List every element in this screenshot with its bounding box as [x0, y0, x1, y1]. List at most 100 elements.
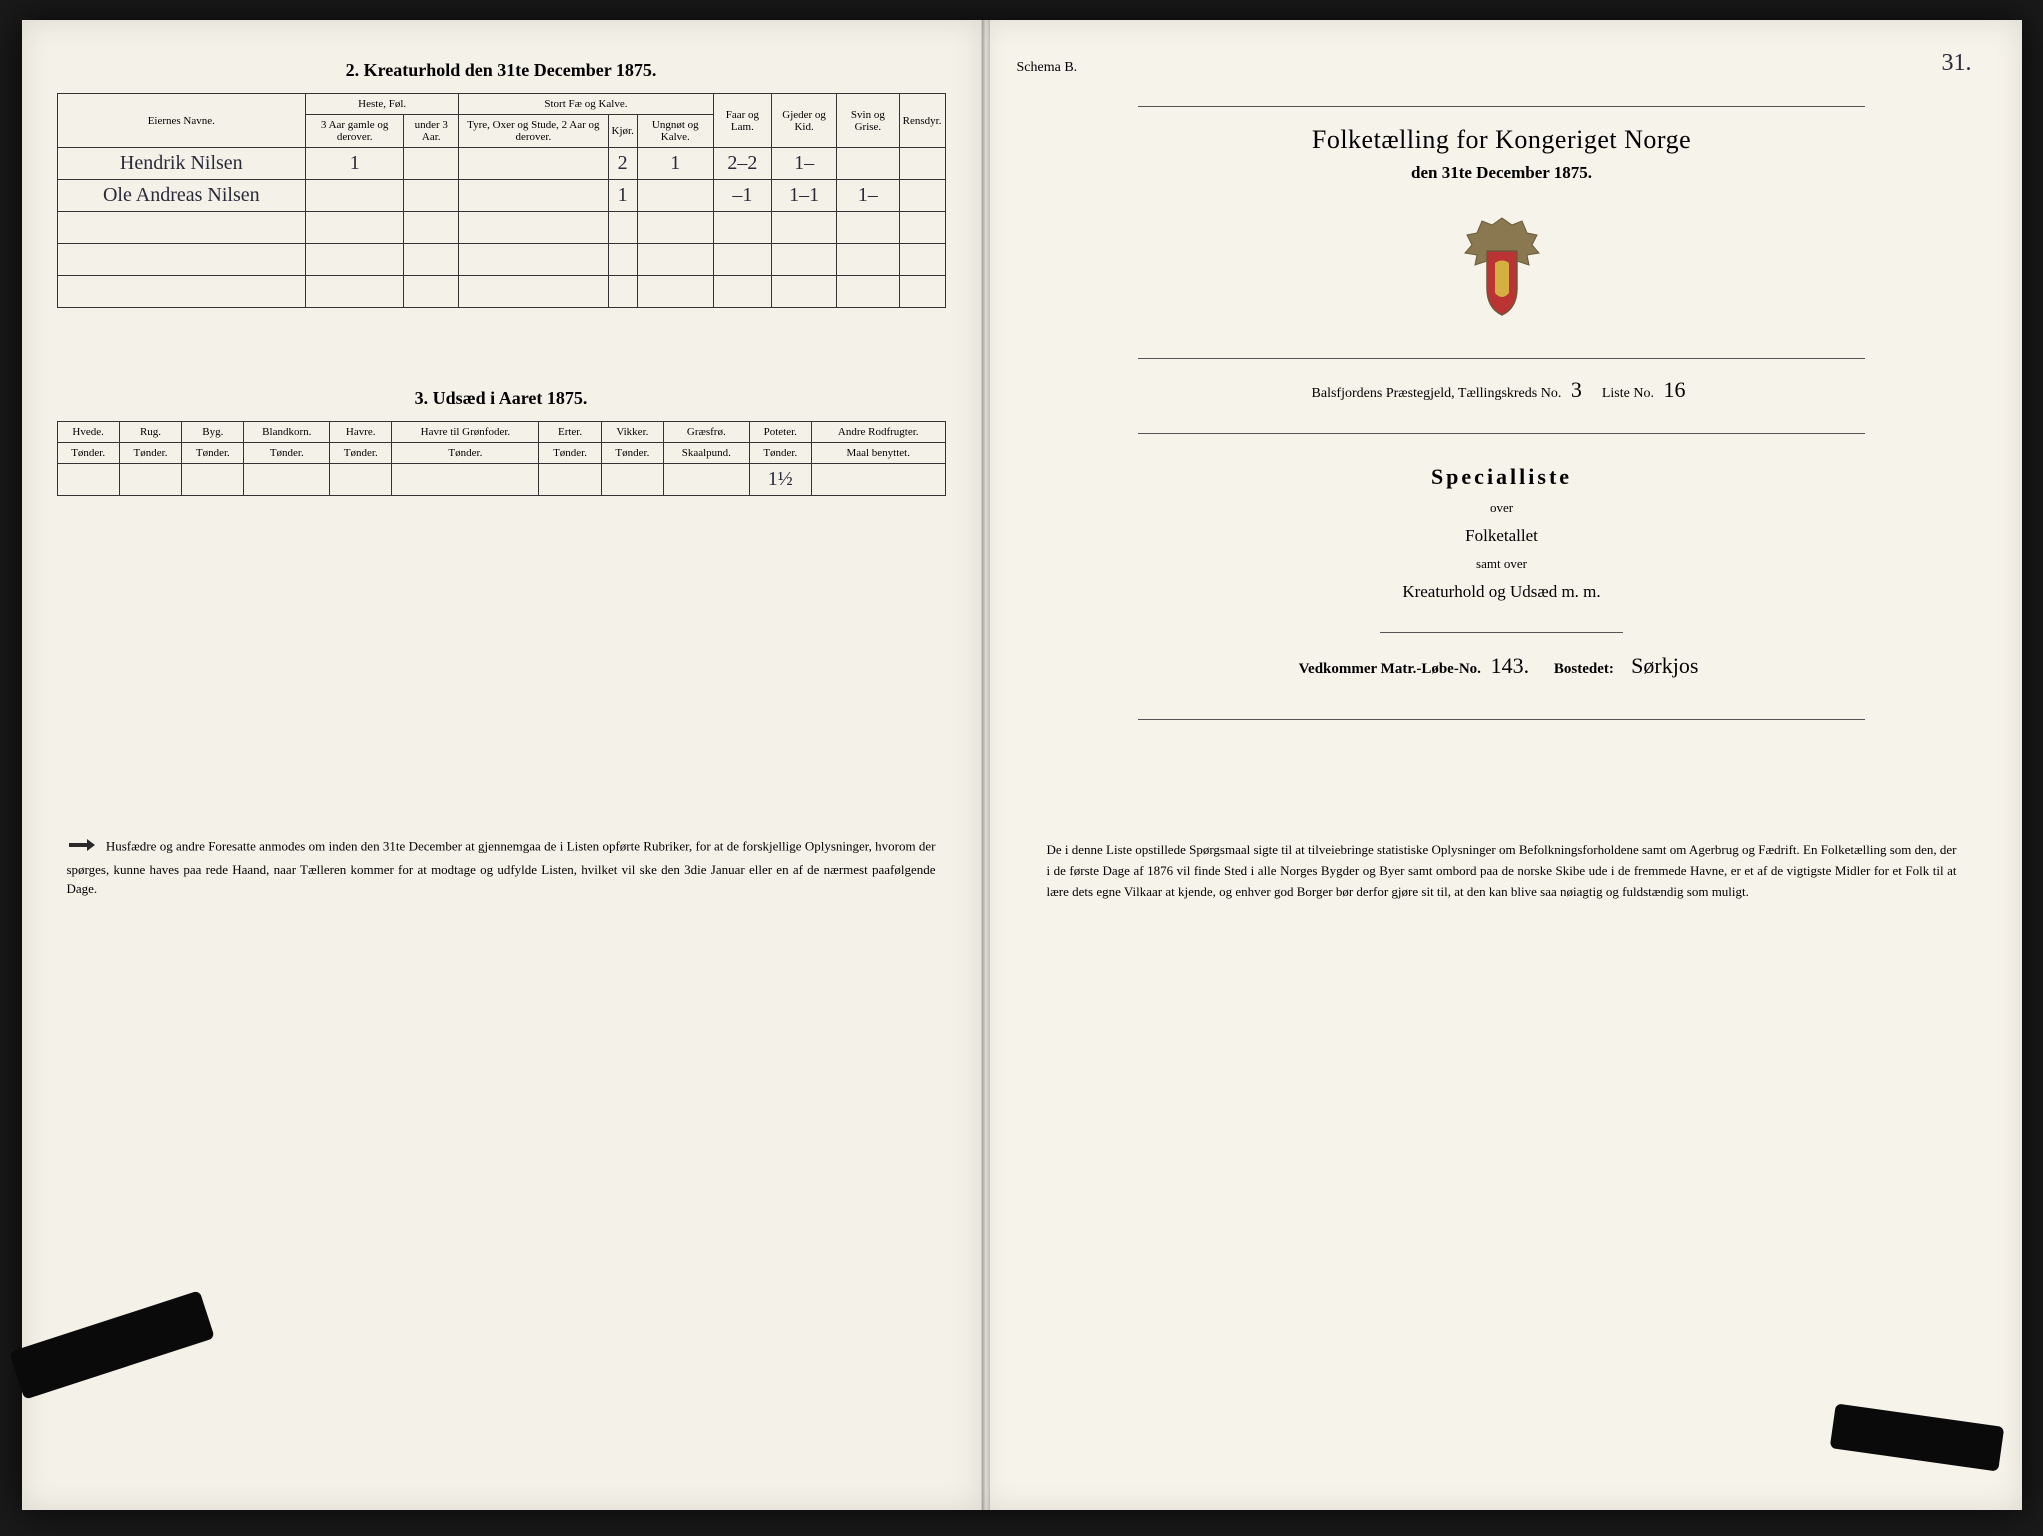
coat-of-arms-icon [1017, 213, 1987, 328]
right-page: 31. Schema B. Folketælling for Kongerige… [982, 20, 2022, 1510]
divider [1138, 106, 1866, 107]
table-row [57, 212, 945, 244]
section3-title: 3. Udsæd i Aaret 1875. [57, 388, 946, 409]
section2-title: 2. Kreaturhold den 31te December 1875. [57, 60, 946, 81]
cell: 1 [306, 148, 404, 180]
liste-label: Liste No. [1602, 386, 1654, 401]
book-spread: 2. Kreaturhold den 31te December 1875. E… [22, 20, 2022, 1510]
col-owner: Eiernes Navne. [57, 94, 306, 148]
col: Poteter. [749, 422, 811, 443]
unit: Tønder. [330, 443, 392, 464]
divider [1138, 433, 1866, 434]
cell [306, 180, 404, 212]
cell [119, 464, 181, 496]
col: Vikker. [601, 422, 663, 443]
unit: Tønder. [601, 443, 663, 464]
table-row [57, 276, 945, 308]
cell [404, 148, 459, 180]
clip-object [9, 1290, 215, 1399]
cell [637, 180, 713, 212]
cell [601, 464, 663, 496]
liste-no: 16 [1657, 377, 1691, 402]
col: Havre til Grønfoder. [392, 422, 539, 443]
kreaturhold-table: Eiernes Navne. Heste, Føl. Stort Fæ og K… [57, 93, 946, 308]
table-row: Ole Andreas Nilsen 1 –1 1–1 1– [57, 180, 945, 212]
matr-label: Vedkommer Matr.-Løbe-No. [1299, 661, 1481, 677]
cell [57, 464, 119, 496]
cell [244, 464, 330, 496]
cell: 1–1 [772, 180, 837, 212]
over-label: over [1017, 500, 1987, 516]
col: Havre. [330, 422, 392, 443]
col-group-stort: Stort Fæ og Kalve. [459, 94, 714, 115]
unit: Tønder. [182, 443, 244, 464]
cell [837, 148, 899, 180]
table-row: Hendrik Nilsen 1 2 1 2–2 1– [57, 148, 945, 180]
cell: 1– [772, 148, 837, 180]
unit: Maal benyttet. [811, 443, 945, 464]
unit: Tønder. [244, 443, 330, 464]
col-faar: Faar og Lam. [713, 94, 771, 148]
owner-cell: Hendrik Nilsen [57, 148, 306, 180]
col: Byg. [182, 422, 244, 443]
cell: 1 [637, 148, 713, 180]
col-gjeder: Gjeder og Kid. [772, 94, 837, 148]
table-row: 1½ [57, 464, 945, 496]
census-prefix: Balsfjordens Præstegjeld, Tællingskreds … [1312, 386, 1562, 401]
divider [1380, 632, 1623, 633]
udsaed-header-row: Hvede. Rug. Byg. Blandkorn. Havre. Havre… [57, 422, 945, 443]
instructions-text: Husfædre og andre Foresatte anmodes om i… [67, 839, 936, 896]
col: Erter. [539, 422, 601, 443]
cell [392, 464, 539, 496]
col: Andre Rodfrugter. [811, 422, 945, 443]
census-subtitle: den 31te December 1875. [1017, 163, 1987, 183]
udsaed-table: Hvede. Rug. Byg. Blandkorn. Havre. Havre… [57, 421, 946, 496]
book-spine [982, 20, 990, 1510]
col-heste-b: under 3 Aar. [404, 115, 459, 148]
cell: 2–2 [713, 148, 771, 180]
kreatur-label: Kreaturhold og Udsæd m. m. [1017, 582, 1987, 602]
specialliste-heading: Specialliste [1017, 464, 1987, 490]
owner-cell: Ole Andreas Nilsen [57, 180, 306, 212]
kreaturhold-body: Hendrik Nilsen 1 2 1 2–2 1– Ole Andreas … [57, 148, 945, 308]
cell: 2 [608, 148, 637, 180]
census-no: 3 [1565, 377, 1588, 402]
page-number: 31. [1942, 50, 1972, 77]
right-instructions: De i denne Liste opstillede Spørgsmaal s… [1017, 840, 1987, 902]
col-svin: Svin og Grise. [837, 94, 899, 148]
bostedet-label: Bostedet: [1554, 661, 1614, 677]
col-stort-a: Tyre, Oxer og Stude, 2 Aar og derover. [459, 115, 608, 148]
cell: 1½ [749, 464, 811, 496]
cell [899, 148, 945, 180]
schema-label: Schema B. [1017, 60, 1987, 76]
col-stort-b: Kjør. [608, 115, 637, 148]
unit: Tønder. [119, 443, 181, 464]
col-ren: Rensdyr. [899, 94, 945, 148]
col-stort-c: Ungnøt og Kalve. [637, 115, 713, 148]
cell: 1– [837, 180, 899, 212]
cell [811, 464, 945, 496]
col-heste-a: 3 Aar gamle og derover. [306, 115, 404, 148]
pointing-hand-icon [67, 836, 97, 860]
samt-over-label: samt over [1017, 556, 1987, 572]
unit: Tønder. [539, 443, 601, 464]
col: Blandkorn. [244, 422, 330, 443]
cell [539, 464, 601, 496]
divider [1138, 358, 1866, 359]
col-group-heste: Heste, Føl. [306, 94, 459, 115]
udsaed-units-row: Tønder. Tønder. Tønder. Tønder. Tønder. … [57, 443, 945, 464]
clip-object [1829, 1403, 2004, 1471]
cell [899, 180, 945, 212]
census-district-line: Balsfjordens Præstegjeld, Tællingskreds … [1017, 377, 1987, 403]
left-page: 2. Kreaturhold den 31te December 1875. E… [22, 20, 982, 1510]
unit: Tønder. [392, 443, 539, 464]
cell [664, 464, 750, 496]
folketallet-label: Folketallet [1017, 526, 1987, 546]
divider [1138, 719, 1866, 720]
cell: –1 [713, 180, 771, 212]
cell [182, 464, 244, 496]
unit: Tønder. [57, 443, 119, 464]
col: Græsfrø. [664, 422, 750, 443]
cell: 1 [608, 180, 637, 212]
table-row [57, 244, 945, 276]
